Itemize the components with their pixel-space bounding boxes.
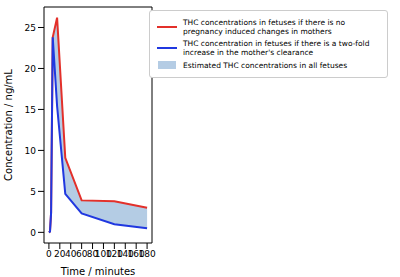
html-text:Estimated THC concentrations i: Estimated THC concentrations in all fetu… xyxy=(183,60,348,70)
html-text:THC concentration in fetuses i: THC concentration in fetuses if there is… xyxy=(183,39,370,57)
svg-text:15: 15 xyxy=(25,105,36,115)
svg-text:20: 20 xyxy=(25,64,37,74)
svg-text:Time / minutes: Time / minutes xyxy=(60,266,136,277)
svg-text:25: 25 xyxy=(25,23,36,33)
svg-text:0: 0 xyxy=(30,228,36,238)
svg-text:10: 10 xyxy=(25,146,37,156)
svg-text:0: 0 xyxy=(46,249,52,259)
svg-text:180: 180 xyxy=(138,249,155,259)
svg-text:140: 140 xyxy=(116,249,134,260)
svg-text:120: 120 xyxy=(105,249,123,260)
svg-text:5: 5 xyxy=(30,187,36,197)
html-text:20 40 60 80: 20 40 60 80 xyxy=(54,249,99,260)
svg-text:160: 160 xyxy=(127,249,145,260)
svg-text:Concentration / ng/mL: Concentration / ng/mL xyxy=(8,69,14,181)
html-text:THC concentrations in fetuses: THC concentrations in fetuses if there i… xyxy=(183,18,346,36)
svg-text:100: 100 xyxy=(94,249,112,260)
